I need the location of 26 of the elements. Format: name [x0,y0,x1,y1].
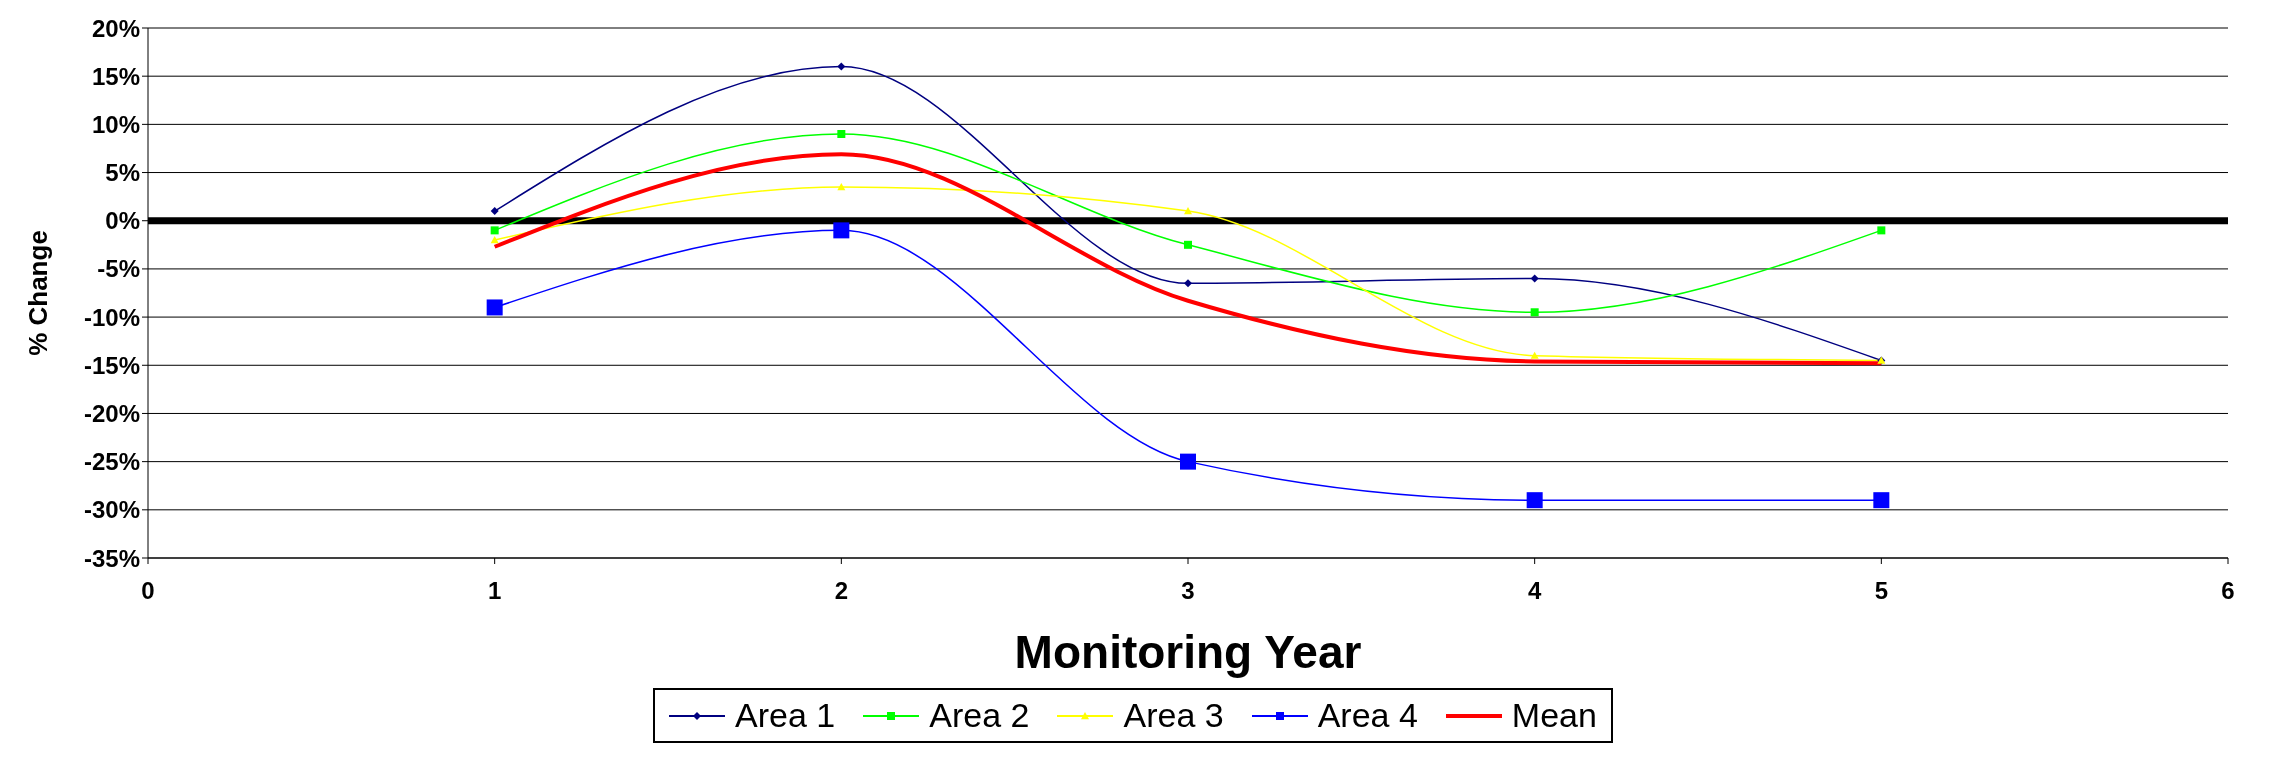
y-tick-label: -25% [83,448,140,476]
legend-label: Area 2 [929,696,1030,735]
y-tick-label: -30% [83,496,140,524]
x-tick-label: 3 [1181,577,1195,605]
x-axis-title: Monitoring Year [1014,626,1362,678]
y-axis-title: % Change [23,230,54,356]
x-tick-label: 2 [834,577,849,605]
y-tick-label: 0% [105,207,140,235]
y-tick-label: 20% [91,14,140,42]
x-tick-label: 5 [1874,577,1889,605]
legend-label: Mean [1511,696,1597,735]
y-tick-label: 5% [105,159,140,187]
y-tick-label: -10% [83,303,140,331]
legend-label: Area 1 [735,696,836,735]
y-tick-label: 10% [91,110,140,138]
y-tick-label: -35% [83,544,140,572]
x-tick-label: 1 [487,577,502,605]
x-tick-label: 6 [2221,577,2235,605]
x-tick-label: 4 [1527,577,1542,605]
x-tick-label: 0 [141,577,155,605]
legend-label: Area 4 [1317,696,1418,735]
legend-label: Area 3 [1123,696,1224,735]
y-tick-label: -5% [97,255,140,283]
y-tick-label: -20% [83,399,140,427]
y-tick-label: -15% [83,351,140,379]
y-tick-label: 15% [91,62,140,90]
